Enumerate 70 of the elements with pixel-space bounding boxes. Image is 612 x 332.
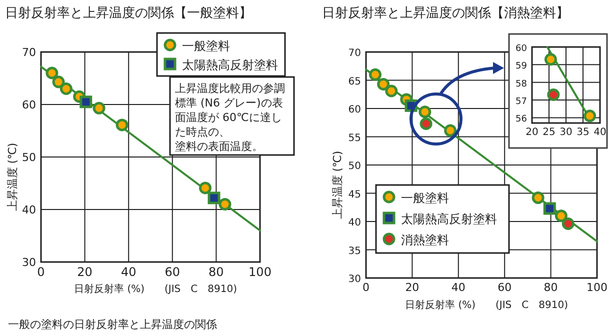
legend-label: 消熱塗料 [401, 233, 449, 247]
point [92, 102, 106, 114]
legend-label: 太陽熱高反射塗料 [401, 212, 497, 226]
y-tick-label: 40 [348, 218, 361, 228]
y-tick-label: 30 [22, 256, 36, 269]
y-axis-title: 上昇温度 (℃) [331, 150, 344, 220]
x-tick-label: 60 [164, 265, 180, 279]
y-tick-label: 50 [348, 161, 361, 172]
x-tick-label: 20 [526, 127, 538, 138]
point [543, 202, 556, 215]
point [562, 218, 574, 230]
x-tick-label: 35 [576, 127, 590, 138]
text: 一般の塗料の日射反射率と上昇温度の関係 [8, 318, 217, 331]
point [420, 118, 432, 130]
legend-label: 一般塗料 [401, 191, 449, 205]
y-tick-label: 40 [22, 204, 36, 216]
y-tick-label: 59 [516, 62, 528, 72]
y-tick-label: 65 [348, 76, 361, 88]
x-tick-label: 20 [405, 281, 420, 294]
point [199, 182, 212, 194]
x-tick-label: 80 [208, 265, 224, 279]
y-tick-label: 35 [348, 246, 361, 257]
x-axis-title: 日射反射率 (%) (JIS C 8910) [74, 283, 238, 295]
point [554, 210, 568, 222]
y-tick-label: 45 [348, 189, 361, 200]
y-tick-label: 60 [22, 98, 36, 112]
y-tick-label: 58 [516, 79, 528, 90]
point [385, 84, 398, 98]
x-axis-title: 日射反射率 (%) (JIS C 8910) [405, 299, 568, 311]
y-tick-label: 57 [516, 97, 527, 108]
x-tick-label: 100 [586, 281, 608, 294]
y-axis-title: 上昇温度 (℃) [6, 142, 19, 212]
x-tick-label: 40 [120, 265, 136, 279]
point [444, 124, 457, 137]
point [52, 76, 65, 88]
x-tick-label: 0 [362, 281, 370, 294]
x-tick-label: 60 [498, 281, 512, 294]
point [584, 110, 596, 122]
y-tick-label: 60 [516, 44, 528, 54]
point [544, 53, 557, 66]
y-tick-label: 56 [516, 114, 528, 125]
y-tick-label: 70 [348, 48, 361, 59]
y-tick-label: 60 [348, 104, 361, 116]
chart-title: 日射反射率と上昇温度の関係【消熱塗料】 [322, 5, 569, 21]
point [60, 82, 72, 95]
point [532, 192, 544, 204]
annotation: 上昇温度比較用の参調標準 (N6 グレー)の表面温度が 60℃に達した時点の、塗料の表面温度。 [175, 82, 285, 153]
point [377, 78, 390, 90]
point [547, 88, 560, 101]
point [368, 68, 382, 81]
x-tick-label: 25 [542, 127, 556, 138]
x-tick-label: 0 [37, 265, 45, 279]
x-tick-label: 30 [560, 127, 572, 138]
x-tick-label: 20 [77, 265, 92, 279]
point [116, 118, 128, 132]
point [46, 66, 58, 80]
x-tick-label: 40 [451, 281, 466, 294]
legend-label: 一般塗料 [182, 39, 230, 53]
point [418, 106, 432, 118]
legend-label: 太陽熱高反射塗料 [182, 58, 278, 72]
y-tick-label: 55 [348, 132, 361, 144]
x-tick-label: 100 [248, 265, 272, 279]
point [80, 96, 92, 108]
x-tick-label: 80 [544, 281, 558, 294]
y-tick-label: 70 [22, 46, 36, 59]
point [208, 192, 220, 204]
x-tick-label: 40 [594, 127, 606, 138]
y-tick-label: 50 [22, 151, 36, 164]
point [218, 198, 232, 210]
chart-title: 日射反射率と上昇温度の関係【一般塗料】 [5, 5, 252, 21]
